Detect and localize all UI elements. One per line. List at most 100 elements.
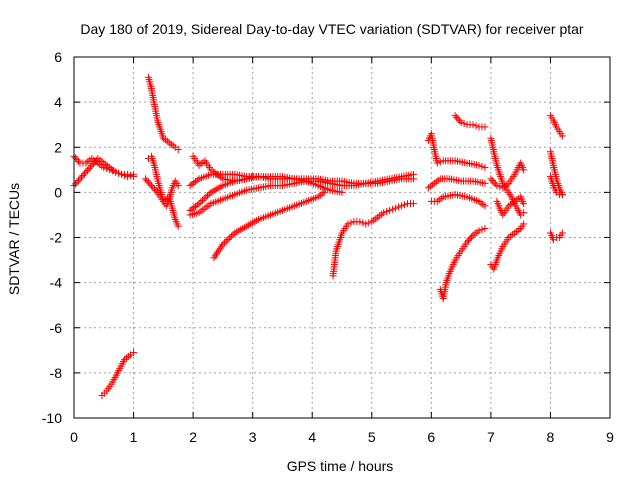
data-point-interp xyxy=(79,171,87,179)
x-tick-label: 4 xyxy=(308,429,316,445)
data-point-interp xyxy=(456,117,464,125)
data-point-interp xyxy=(198,196,206,204)
data-points xyxy=(70,73,566,399)
data-point xyxy=(174,222,182,230)
data-point-interp xyxy=(472,122,480,130)
data-point xyxy=(451,112,459,120)
data-point xyxy=(520,209,528,217)
data-point xyxy=(320,188,328,196)
data-point-interp xyxy=(86,163,94,171)
data-point-interp xyxy=(127,171,135,179)
data-point xyxy=(141,175,149,183)
data-point-interp xyxy=(229,231,237,239)
data-point xyxy=(481,123,489,131)
data-point xyxy=(82,168,90,176)
data-point-interp xyxy=(401,201,409,209)
data-point-interp xyxy=(200,195,208,203)
data-point xyxy=(463,238,471,246)
data-point-interp xyxy=(143,177,151,185)
data-point-interp xyxy=(359,219,367,227)
y-axis-label: SDTVAR / TECUs xyxy=(6,183,22,295)
data-point xyxy=(392,204,400,212)
data-point-interp xyxy=(389,205,397,213)
data-point-interp xyxy=(152,187,160,195)
data-point-interp xyxy=(468,233,476,241)
data-point-interp xyxy=(74,177,82,185)
data-point-interp xyxy=(193,201,201,209)
data-point xyxy=(487,175,495,183)
data-point-interp xyxy=(191,178,199,186)
data-point xyxy=(147,182,155,190)
y-tick-label: 0 xyxy=(54,184,62,200)
y-tick-label: -6 xyxy=(50,320,63,336)
data-point-interp xyxy=(383,208,391,216)
data-point xyxy=(130,173,138,181)
data-point xyxy=(124,170,132,178)
data-point-interp xyxy=(144,178,152,186)
data-point-interp xyxy=(466,235,474,243)
data-point-interp xyxy=(465,236,473,244)
data-point xyxy=(195,200,203,208)
y-tick-label: -8 xyxy=(50,365,63,381)
data-point xyxy=(380,209,388,217)
data-point xyxy=(520,166,528,174)
data-point-interp xyxy=(365,219,373,227)
x-tick-label: 0 xyxy=(70,429,78,445)
data-point xyxy=(344,220,352,228)
y-tick-label: 6 xyxy=(54,49,62,65)
data-point-interp xyxy=(80,170,88,178)
data-point xyxy=(398,202,406,210)
data-point xyxy=(338,188,346,196)
x-tick-label: 1 xyxy=(130,429,138,445)
data-point-interp xyxy=(77,173,85,181)
y-tick-label: -4 xyxy=(50,275,63,291)
data-point-interp xyxy=(460,120,468,128)
data-point xyxy=(88,161,96,169)
data-point-interp xyxy=(436,158,444,166)
data-point-interp xyxy=(150,185,158,193)
y-tick-label: -10 xyxy=(42,410,62,426)
data-point xyxy=(481,202,489,210)
data-point-interp xyxy=(85,165,93,173)
data-point-interp xyxy=(83,166,91,174)
x-tick-label: 2 xyxy=(189,429,197,445)
data-point-interp xyxy=(73,156,81,164)
data-point-interp xyxy=(395,203,403,211)
data-point xyxy=(457,118,465,126)
data-point-interp xyxy=(478,162,486,170)
data-point-interp xyxy=(205,190,213,198)
data-point xyxy=(520,200,528,208)
x-tick-label: 5 xyxy=(368,429,376,445)
data-point-interp xyxy=(115,169,123,177)
data-point-interp xyxy=(453,113,461,121)
y-tick-label: 2 xyxy=(54,139,62,155)
data-point-interp xyxy=(197,198,205,206)
data-point xyxy=(409,200,417,208)
data-point xyxy=(174,182,182,190)
data-point-interp xyxy=(193,176,201,184)
data-point xyxy=(481,164,489,172)
data-point-interp xyxy=(71,154,79,162)
chart-title: Day 180 of 2019, Sidereal Day-to-day VTE… xyxy=(80,21,584,37)
data-point xyxy=(386,206,394,214)
data-point-interp xyxy=(202,193,210,201)
data-point-interp xyxy=(224,235,232,243)
y-tick-label: 4 xyxy=(54,94,62,110)
data-point-interp xyxy=(222,237,230,245)
data-point xyxy=(481,179,489,187)
x-tick-label: 3 xyxy=(249,429,257,445)
data-point xyxy=(76,175,84,183)
data-point-interp xyxy=(188,180,196,188)
data-point-interp xyxy=(246,174,254,182)
data-point xyxy=(243,175,251,183)
data-point-interp xyxy=(204,192,212,200)
data-point-interp xyxy=(149,183,157,191)
data-point xyxy=(186,182,194,190)
data-point-interp xyxy=(488,177,496,185)
data-point-interp xyxy=(347,219,355,227)
data-point-interp xyxy=(74,157,82,165)
data-point-interp xyxy=(146,180,154,188)
data-point xyxy=(493,182,501,190)
data-point xyxy=(130,349,138,357)
